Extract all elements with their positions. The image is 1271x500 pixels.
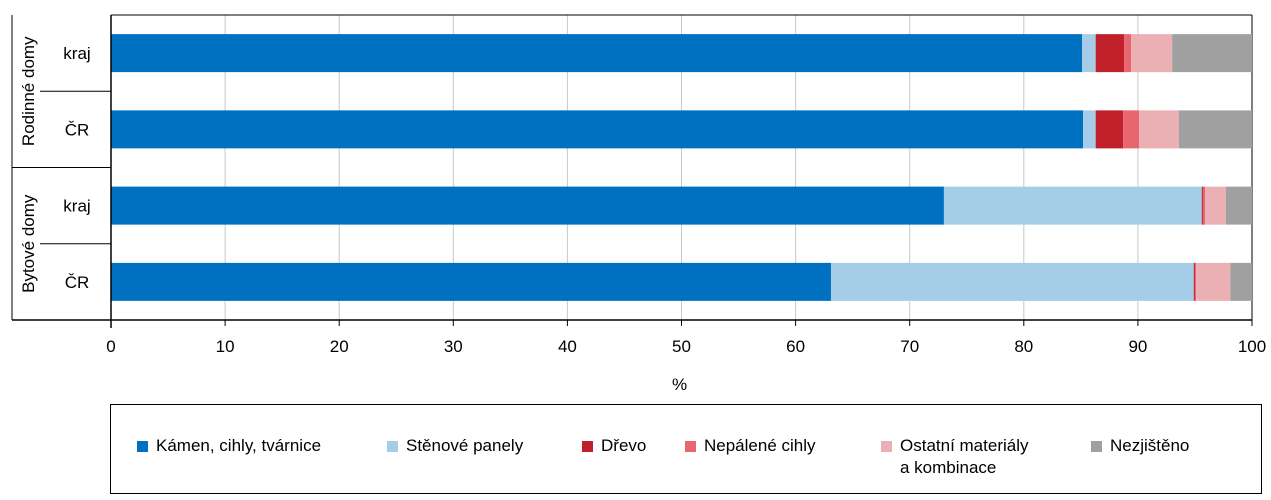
- legend-item-panely: Stěnové panely: [387, 435, 523, 457]
- bar-segment: [1193, 262, 1195, 301]
- x-tick-label: 50: [672, 337, 691, 356]
- bar-segment: [830, 262, 1194, 301]
- bar-segment: [1123, 110, 1140, 149]
- bar-segment: [1172, 34, 1252, 73]
- group-label: Bytové domy: [19, 194, 38, 293]
- bar-segment: [1194, 262, 1197, 301]
- bar-segment: [1139, 110, 1179, 149]
- legend-swatch-nepalene: [685, 441, 696, 452]
- bar-segment: [1201, 186, 1203, 225]
- x-tick-label: 90: [1128, 337, 1147, 356]
- bar-segment: [1081, 34, 1096, 73]
- bar-segment: [1124, 34, 1132, 73]
- legend-item-ostatni: Ostatní materiály a kombinace: [881, 435, 1029, 479]
- legend-label: Stěnové panely: [406, 436, 524, 455]
- x-tick-label: 100: [1238, 337, 1266, 356]
- bar-segment: [111, 262, 831, 301]
- legend-label: Kámen, cihly, tvárnice: [156, 436, 322, 455]
- x-tick-label: 30: [444, 337, 463, 356]
- legend-swatch-kamen: [137, 441, 148, 452]
- legend-label: Nezjištěno: [1110, 436, 1190, 455]
- bar-segment: [1131, 34, 1173, 73]
- legend-item-drevo: Dřevo: [582, 435, 646, 457]
- x-axis-label: %: [672, 375, 687, 394]
- x-tick-label: 70: [900, 337, 919, 356]
- category-label: ČR: [65, 273, 90, 292]
- bar-segment: [1178, 110, 1252, 149]
- x-tick-label: 0: [106, 337, 115, 356]
- legend-item-kamen: Kámen, cihly, tvárnice: [137, 435, 321, 457]
- bar-segment: [111, 186, 944, 225]
- bar-segment: [1230, 262, 1252, 301]
- x-tick-label: 20: [330, 337, 349, 356]
- legend-swatch-nezjisteno: [1091, 441, 1102, 452]
- category-label: kraj: [63, 44, 90, 63]
- category-label: kraj: [63, 197, 90, 216]
- x-tick-label: 60: [786, 337, 805, 356]
- bar-segment: [943, 186, 1202, 225]
- category-label: ČR: [65, 120, 90, 139]
- x-tick-label: 10: [216, 337, 235, 356]
- bar-segment: [1095, 34, 1125, 73]
- legend-swatch-ostatni: [881, 441, 892, 452]
- legend-item-nezjisteno: Nezjištěno: [1091, 435, 1189, 457]
- legend-label: Nepálené cihly: [704, 436, 816, 455]
- legend-swatch-drevo: [582, 441, 593, 452]
- bar-segment: [1225, 186, 1252, 225]
- bar-segment: [111, 110, 1084, 149]
- bar-segment: [1202, 186, 1206, 225]
- bar-segment: [1083, 110, 1096, 149]
- legend-item-nepalene: Nepálené cihly: [685, 435, 816, 457]
- legend-swatch-panely: [387, 441, 398, 452]
- bar-segment: [1095, 110, 1124, 149]
- bar-segment: [1205, 186, 1226, 225]
- group-label: Rodinné domy: [19, 36, 38, 146]
- legend-label: Dřevo: [601, 436, 647, 455]
- bar-segment: [1196, 262, 1231, 301]
- x-tick-label: 40: [558, 337, 577, 356]
- legend-label: Ostatní materiály a kombinace: [900, 436, 1029, 477]
- bar-segment: [111, 34, 1082, 73]
- x-tick-label: 80: [1014, 337, 1033, 356]
- stacked-bar-chart: 0 10 20 30 40 50 60 70 80 90 100% kraj ČR Rodinné dom…: [11, 14, 1266, 394]
- legend: Kámen, cihly, tvárnice Stěnové panely Dř…: [110, 404, 1262, 494]
